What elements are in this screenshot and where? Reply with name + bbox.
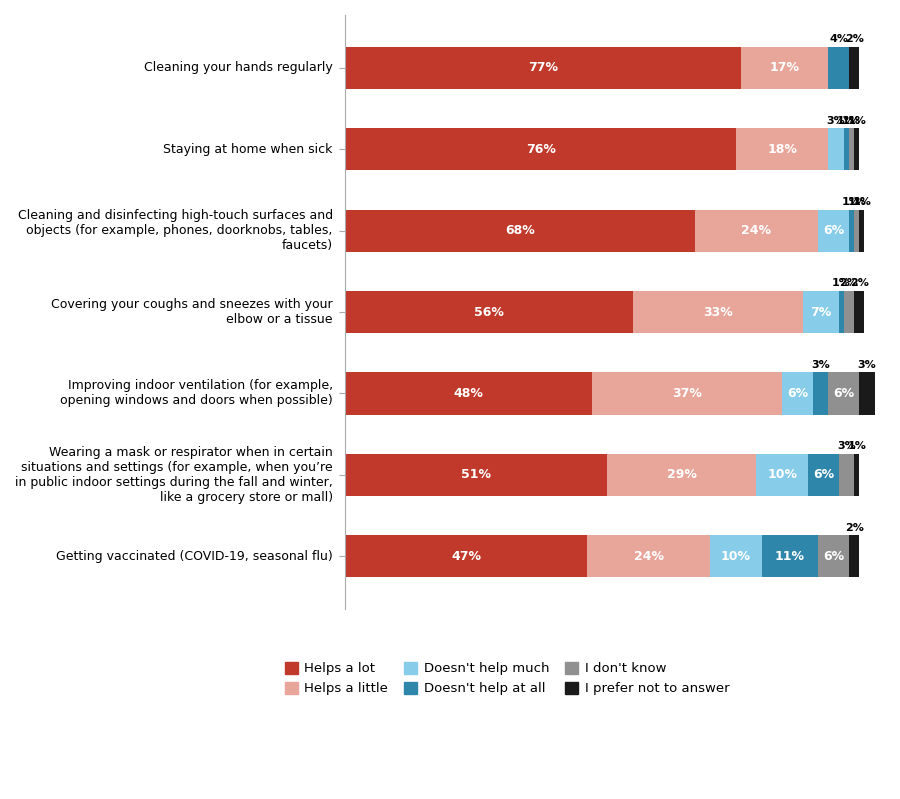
Text: 6%: 6% bbox=[823, 225, 844, 237]
Text: 33%: 33% bbox=[703, 305, 733, 319]
Text: 1%: 1% bbox=[837, 116, 856, 125]
Bar bbox=[849, 535, 859, 578]
Bar bbox=[854, 128, 859, 170]
Bar bbox=[346, 535, 587, 578]
Bar bbox=[587, 535, 710, 578]
Bar bbox=[633, 291, 803, 333]
Text: 56%: 56% bbox=[474, 305, 504, 319]
Bar bbox=[829, 128, 844, 170]
Bar bbox=[741, 47, 829, 89]
Bar bbox=[346, 291, 633, 333]
Bar bbox=[592, 372, 782, 415]
Legend: Helps a lot, Helps a little, Doesn't help much, Doesn't help at all, I don't kno: Helps a lot, Helps a little, Doesn't hel… bbox=[279, 657, 735, 701]
Text: 29%: 29% bbox=[667, 468, 697, 481]
Text: 6%: 6% bbox=[787, 387, 808, 400]
Bar bbox=[854, 291, 864, 333]
Bar bbox=[346, 372, 592, 415]
Bar bbox=[818, 209, 849, 252]
Text: 77%: 77% bbox=[528, 62, 558, 74]
Text: 18%: 18% bbox=[768, 143, 797, 156]
Text: 1%: 1% bbox=[832, 279, 850, 288]
Bar bbox=[854, 454, 859, 496]
Bar bbox=[695, 209, 818, 252]
Bar bbox=[710, 535, 761, 578]
Bar bbox=[757, 454, 808, 496]
Text: 47%: 47% bbox=[451, 550, 482, 562]
Bar bbox=[829, 372, 860, 415]
Text: 10%: 10% bbox=[767, 468, 797, 481]
Text: 24%: 24% bbox=[634, 550, 663, 562]
Text: 3%: 3% bbox=[812, 360, 830, 370]
Bar bbox=[782, 372, 813, 415]
Bar bbox=[839, 291, 844, 333]
Text: 6%: 6% bbox=[813, 468, 834, 481]
Bar bbox=[346, 47, 741, 89]
Bar bbox=[839, 454, 854, 496]
Bar bbox=[849, 47, 859, 89]
Bar bbox=[860, 209, 864, 252]
Text: 10%: 10% bbox=[721, 550, 751, 562]
Bar bbox=[829, 47, 849, 89]
Text: 4%: 4% bbox=[829, 34, 848, 44]
Bar bbox=[844, 291, 854, 333]
Text: 6%: 6% bbox=[823, 550, 844, 562]
Text: 1%: 1% bbox=[847, 441, 866, 451]
Text: 68%: 68% bbox=[505, 225, 535, 237]
Text: 76%: 76% bbox=[526, 143, 555, 156]
Bar bbox=[346, 209, 695, 252]
Bar bbox=[736, 128, 829, 170]
Text: 51%: 51% bbox=[462, 468, 491, 481]
Text: 2%: 2% bbox=[850, 279, 868, 288]
Bar bbox=[761, 535, 818, 578]
Text: 3%: 3% bbox=[837, 441, 856, 451]
Bar bbox=[854, 209, 859, 252]
Text: 37%: 37% bbox=[672, 387, 702, 400]
Text: 48%: 48% bbox=[454, 387, 483, 400]
Bar bbox=[346, 128, 736, 170]
Text: 3%: 3% bbox=[827, 116, 845, 125]
Text: 17%: 17% bbox=[770, 62, 800, 74]
Text: 1%: 1% bbox=[852, 197, 871, 207]
Text: 2%: 2% bbox=[840, 279, 859, 288]
Bar bbox=[803, 291, 839, 333]
Text: 6%: 6% bbox=[833, 387, 854, 400]
Text: 7%: 7% bbox=[810, 305, 832, 319]
Text: 11%: 11% bbox=[775, 550, 805, 562]
Text: 3%: 3% bbox=[858, 360, 877, 370]
Bar bbox=[849, 209, 854, 252]
Text: 2%: 2% bbox=[845, 34, 864, 44]
Bar bbox=[346, 454, 608, 496]
Text: 1%: 1% bbox=[847, 197, 866, 207]
Bar bbox=[608, 454, 757, 496]
Bar bbox=[844, 128, 849, 170]
Text: 2%: 2% bbox=[845, 523, 864, 533]
Text: 24%: 24% bbox=[742, 225, 771, 237]
Text: 1%: 1% bbox=[842, 116, 861, 125]
Text: 1%: 1% bbox=[847, 116, 866, 125]
Bar bbox=[849, 128, 854, 170]
Bar bbox=[808, 454, 839, 496]
Text: 1%: 1% bbox=[842, 197, 861, 207]
Bar bbox=[818, 535, 849, 578]
Bar bbox=[860, 372, 875, 415]
Bar bbox=[813, 372, 829, 415]
